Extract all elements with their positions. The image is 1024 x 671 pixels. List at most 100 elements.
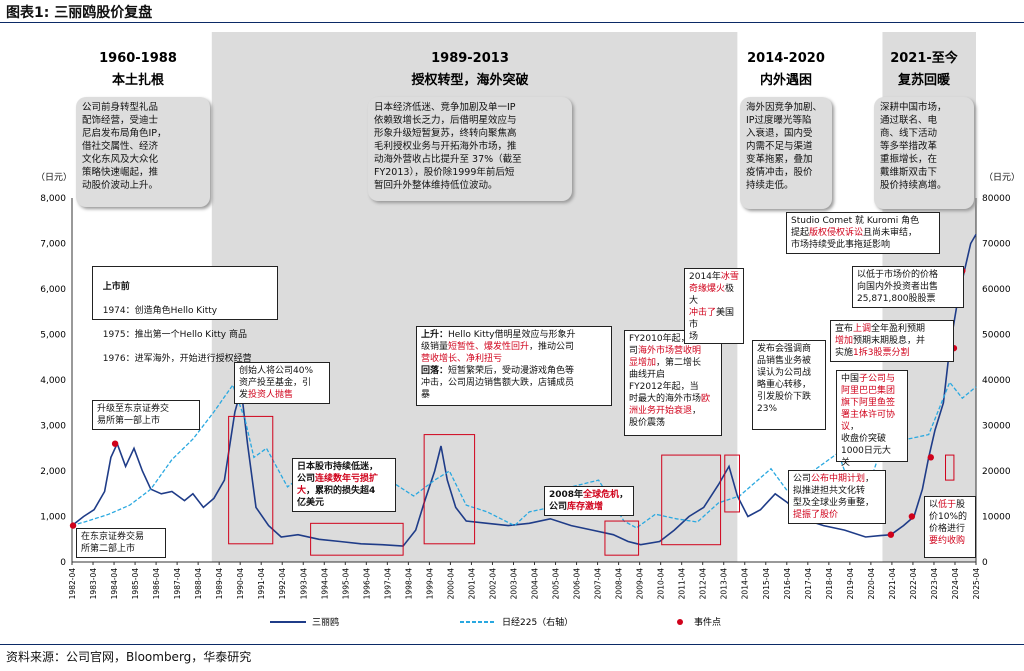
annotation-first-section: 升级至东京证券交 易所第一部上市 (92, 400, 200, 430)
annotation-red-text: 上调 (853, 324, 872, 334)
x-tick-label: 2004-04 (531, 568, 540, 600)
annotation-red-text: 增加 (835, 336, 854, 346)
x-tick-label: 2020-04 (867, 568, 876, 600)
legend-swatch-event (677, 619, 683, 625)
annotation-text: ， 公司 (549, 490, 629, 512)
highlight-box (604, 520, 640, 556)
annotation-red-text: 公布中期计划 (811, 474, 866, 484)
x-tick-label: 1992-04 (278, 568, 287, 600)
x-tick-label: 1997-04 (383, 568, 392, 600)
title-rule (0, 22, 1024, 23)
highlight-box (724, 454, 740, 513)
annotation-red-text: 要约收购 (929, 536, 966, 546)
x-tick-label: 1993-04 (299, 568, 308, 600)
x-tick-label: 2015-04 (762, 568, 771, 600)
source-note: 资料来源：公司官网，Bloomberg，华泰研究 (6, 650, 252, 664)
phase-title: 2021-至今 (890, 50, 959, 66)
annotation-text: 股 价10%的 价格进行 (929, 500, 968, 534)
annotation-text: Studio Comet 就 Kuromi 角色 提起 (791, 216, 920, 238)
annotation-red-text: 冲击了 (689, 308, 717, 318)
phase-title: 1989-2013 (431, 51, 509, 66)
annotation-pre-listing-line: 1976：进军海外，开始进行授权经营 (102, 354, 252, 364)
annotation-text: 且尚未审结， 市场持续受此事拖延影响 (791, 228, 918, 250)
phase-titles: 1960-1988 本土扎根 1989-2013 授权转型，海外突破 2014-2020… (99, 50, 959, 88)
annotation-text: ， 拟推进担共文化转 型及全球业务重整， (793, 474, 875, 508)
x-tick-label: 1994-04 (320, 568, 329, 600)
x-tick-label: 2005-04 (552, 568, 561, 600)
event-point (887, 531, 895, 538)
x-tick-label: 1982-04 (68, 568, 77, 600)
x-tick-label: 1989-04 (215, 568, 224, 600)
x-tick-label: 2007-04 (594, 568, 603, 600)
annotation-red-text: 全球危机 (583, 490, 620, 500)
phase-title: 1960-1988 (99, 51, 177, 66)
x-tick-label: 1983-04 (89, 568, 98, 600)
right-tick-label: 20000 (982, 467, 1011, 477)
x-tick-label: 2011-04 (678, 568, 687, 600)
legend-label-event: 事件点 (694, 616, 721, 628)
annotation-red-text: 短暂性、爆发性回升 (448, 342, 530, 352)
right-tick-label: 0 (982, 558, 988, 568)
annotation-text: 中国 (841, 374, 860, 384)
x-tick-label: 2024-04 (951, 568, 960, 600)
annotation-mid-term-plan: 公司公布中期计划， 拟推进担共文化转 型及全球业务重整， 提振了股价 (788, 470, 886, 524)
annotation-red-text: 营收增长、净利扭亏 (421, 354, 503, 364)
right-tick-label: 30000 (982, 422, 1011, 432)
x-tick-label: 1998-04 (404, 568, 413, 600)
annotation-text: 上升： (421, 330, 449, 340)
x-tick-label: 2019-04 (846, 568, 855, 600)
right-tick-label: 70000 (982, 240, 1011, 250)
highlight-box (423, 434, 476, 545)
x-tick-label: 2021-04 (888, 568, 897, 600)
annotation-pre-listing-line: 1974：创造角色Hello Kitty (102, 306, 218, 316)
left-tick-label: 6,000 (40, 285, 66, 295)
phase-subtitle: 复苏回暖 (897, 72, 951, 88)
annotation-text: 以 (929, 500, 939, 510)
x-tick-label: 2012-04 (699, 568, 708, 600)
highlight-box (661, 454, 722, 546)
legend-label-nikkei: 日经225（右轴） (502, 616, 573, 628)
annotation-kuromi-lawsuit: Studio Comet 就 Kuromi 角色 提起版权侵权诉讼且尚未审结， … (786, 212, 940, 254)
left-tick-label: 8,000 (40, 194, 66, 204)
annotation-text: 2014年 (689, 272, 721, 282)
annotation-text: 公司 (793, 474, 812, 484)
highlight-boxes (228, 415, 955, 556)
phase-desc-2014: 海外因竞争加剧、 IP过度曝光等陷 入衰退，国内受 内需不足与渠道 变革拖累，叠… (740, 97, 832, 209)
annotation-text: ，第二增长 曲线开启 FY2012年起，当 时最大的海外市场 (629, 358, 702, 404)
right-tick-label: 80000 (982, 194, 1011, 204)
x-tick-label: 2001-04 (467, 568, 476, 600)
annotation-text: 日本股市持续低迷， (297, 462, 379, 472)
x-tick-label: 2014-04 (741, 568, 750, 600)
x-tick-label: 1986-04 (152, 568, 161, 600)
right-tick-label: 40000 (982, 376, 1011, 386)
right-tick-label: 60000 (982, 285, 1011, 295)
x-tick-label: 2017-04 (804, 568, 813, 600)
x-tick-label: 2018-04 (825, 568, 834, 600)
x-tick-label: 2003-04 (509, 568, 518, 600)
x-tick-label: 2016-04 (783, 568, 792, 600)
annotation-stock-split: 宣布上调全年盈利预期 增加预期末期股息，并 实施1拆3股票分割 (830, 320, 954, 362)
annotation-pre-listing-line: 1975：推出第一个Hello Kitty 商品 (102, 330, 247, 340)
left-tick-label: 0 (60, 558, 66, 568)
annotation-text: 极大 (689, 284, 735, 306)
annotation-text: 美国市 场 (689, 308, 735, 342)
source-rule (0, 644, 1024, 645)
phase-desc-1989: 日本经济低迷、竞争加剧及单一IP 依赖致增长乏力，后借明星效应与 形象升级短暂复… (368, 97, 572, 201)
x-tick-label: 2022-04 (909, 568, 918, 600)
x-tick-label: 2002-04 (488, 568, 497, 600)
annotation-hello-kitty-boom: 上升：Hello Kitty借明星效应与形象升 级销量短暂性、爆发性回升，推动公… (416, 326, 612, 406)
left-tick-label: 4,000 (40, 376, 66, 386)
annotation-text: 2008年 (549, 490, 584, 500)
event-point (111, 440, 119, 447)
annotation-overseas-growth: FY2010年起，公 司海外市场营收明 显增加，第二增长 曲线开启 FY2012… (624, 330, 722, 436)
x-tick-label: 2013-04 (720, 568, 729, 600)
annotation-text: 创始人将公司40% 资产投至基金，引 发 (239, 366, 314, 400)
right-tick-label: 10000 (982, 513, 1011, 523)
annotation-losses: 日本股市持续低迷， 公司连续数年亏损扩大，累积的损失超4 亿美元 (292, 458, 396, 512)
annotation-red-text: 连续数年亏损扩大 (297, 474, 379, 496)
x-tick-label: 2008-04 (615, 568, 624, 600)
annotation-red-text: 子公司与 阿里巴巴集团 旗下阿里鱼签 署主体许可协议 (841, 374, 896, 432)
legend: 三丽鸥 日经225（右轴） 事件点 (270, 616, 721, 628)
annotation-text: Hello Kitty借明星效应与形象升 级销量 (421, 330, 576, 352)
x-tick-label: 1988-04 (194, 568, 203, 600)
